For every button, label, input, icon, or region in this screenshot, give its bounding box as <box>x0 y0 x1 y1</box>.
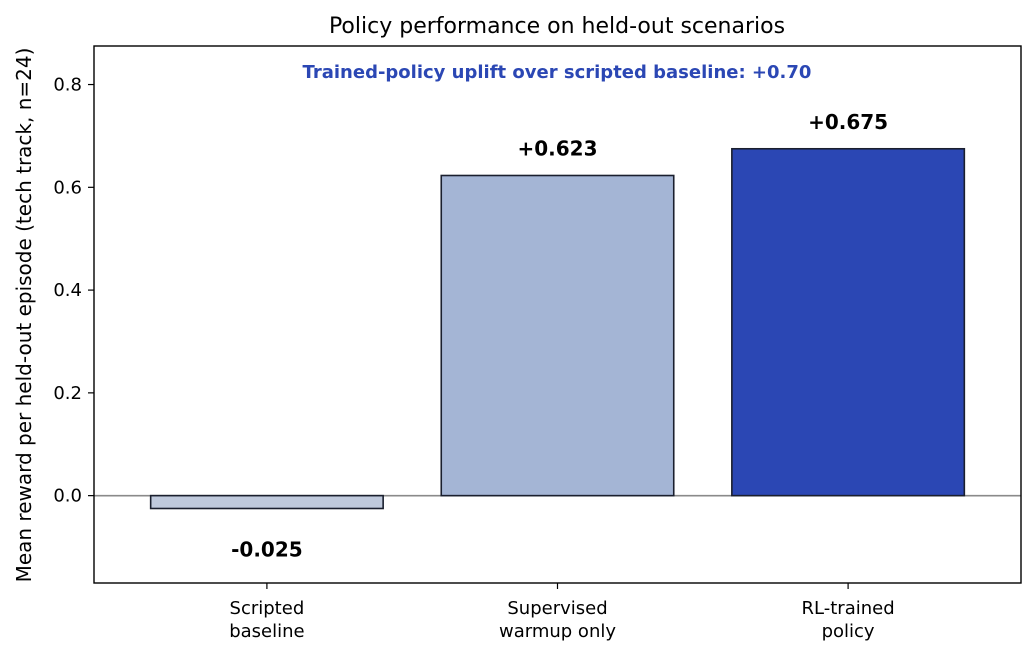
y-axis-label: Mean reward per held-out episode (tech t… <box>12 48 36 583</box>
y-tick-label-0: 0.0 <box>53 486 82 507</box>
x-tick-label-0-1: baseline <box>229 621 304 642</box>
x-tick-label-1-0: Supervised <box>507 598 607 619</box>
bar-1 <box>440 174 675 497</box>
x-tick-label-0-0: Scripted <box>230 598 305 619</box>
bar-value-label-2: +0.675 <box>808 110 888 134</box>
plot-frame <box>93 45 1022 584</box>
bar-value-label-1: +0.623 <box>517 136 597 160</box>
x-tick-label-2-0: RL-trained <box>802 598 895 619</box>
x-tick-label-1-1: warmup only <box>499 621 616 642</box>
bar-0 <box>149 494 384 510</box>
y-tick-label-1: 0.2 <box>53 383 82 404</box>
x-tick-label-2-1: policy <box>822 621 875 642</box>
y-tick-label-2: 0.4 <box>53 280 82 301</box>
y-tick-label-4: 0.8 <box>53 75 82 96</box>
y-tick-label-3: 0.6 <box>53 177 82 198</box>
bar-2 <box>731 147 966 497</box>
chart-title: Policy performance on held-out scenarios <box>329 14 785 39</box>
bar-value-label-0: -0.025 <box>231 537 303 561</box>
uplift-annotation: Trained-policy uplift over scripted base… <box>303 62 812 83</box>
